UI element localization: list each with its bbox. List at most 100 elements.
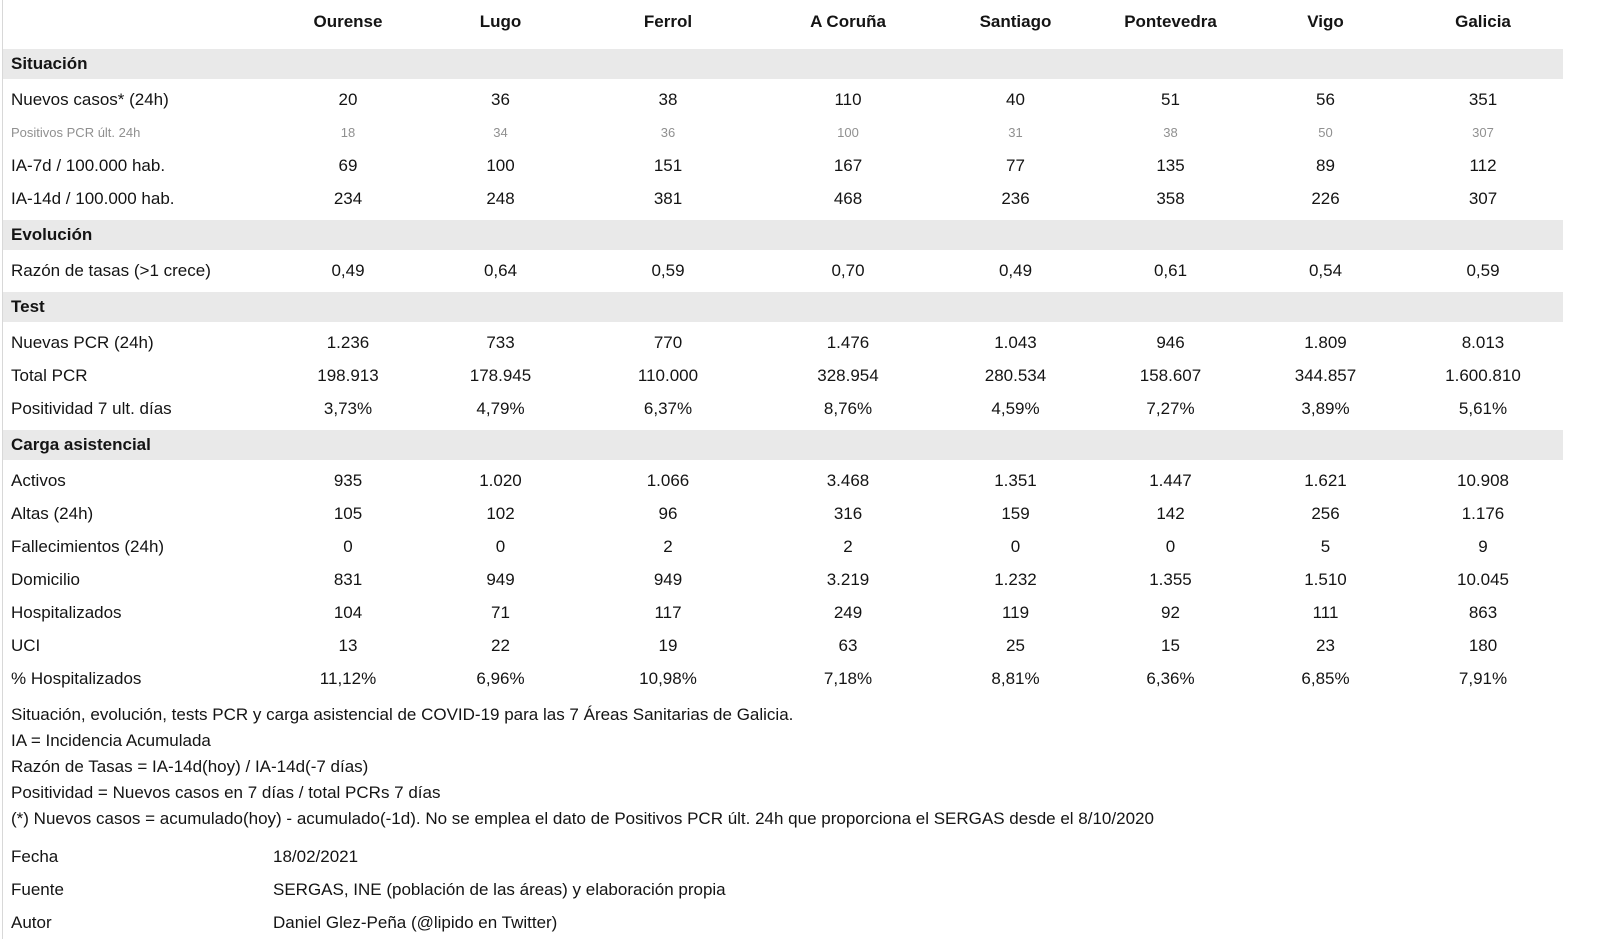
row-label: Nuevas PCR (24h) [11, 332, 154, 352]
value-cell: 949 [486, 569, 515, 589]
row-label: Hospitalizados [11, 602, 122, 622]
value-cell: 1.351 [994, 470, 1037, 490]
value-cell: 178.945 [469, 365, 532, 385]
value-cell: 316 [833, 503, 863, 523]
value-cell: 5,61% [1458, 398, 1508, 418]
value-cell: 23 [1316, 635, 1335, 655]
value-cell: 96 [658, 503, 678, 523]
value-cell: 4,79% [476, 398, 525, 418]
table-row-ia-7d-100-000-hab: IA-7d / 100.000 hab. 69 100 151 167 77 135 89 11… [3, 149, 1563, 182]
value-cell: 51 [1161, 89, 1180, 109]
value-cell: 6,85% [1301, 668, 1350, 688]
section-title: Test [3, 287, 1563, 326]
value-cell: 1.600.810 [1445, 365, 1521, 385]
value-cell: 358 [1156, 188, 1185, 208]
value-cell: 0,70 [831, 260, 865, 280]
value-cell: 15 [1161, 635, 1180, 655]
value-cell: 0,59 [1466, 260, 1500, 280]
value-cell: 7,91% [1458, 668, 1508, 688]
value-cell: 6,96% [476, 668, 525, 688]
footnotes: Situación, evolución, tests PCR y carga … [3, 702, 1600, 832]
column-header-santiago: Santiago [979, 12, 1052, 31]
health-areas-table: Ourense Lugo Ferrol A Coruña Santiago Ponteve… [3, 0, 1563, 695]
table-row-hospitalizados: % Hospitalizados 11,12% 6,96% 10,98% 7,18% 8,… [3, 662, 1563, 695]
value-cell: 63 [838, 635, 858, 655]
value-cell: 344.857 [1294, 365, 1357, 385]
row-label-header [3, 0, 273, 44]
table-row-razon-de-tasas-1-crece: Razón de tasas (>1 crece) 0,49 0,64 0,59 0,7… [3, 254, 1563, 287]
value-cell: 863 [1468, 602, 1498, 622]
row-label: Fallecimientos (24h) [11, 536, 165, 556]
value-cell: 18 [340, 125, 356, 140]
value-cell: 11,12% [319, 668, 377, 688]
value-cell: 142 [1156, 503, 1185, 523]
value-cell: 151 [653, 155, 683, 175]
value-cell: 40 [1006, 89, 1025, 109]
value-cell: 6,37% [643, 398, 693, 418]
table-row-domicilio: Domicilio 831 949 949 3.219 1.232 1.355 1.510 10… [3, 563, 1563, 596]
row-label: Positividad 7 ult. días [11, 398, 172, 418]
value-cell: 159 [1001, 503, 1030, 523]
value-cell: 0,59 [651, 260, 685, 280]
row-label: Nuevos casos* (24h) [11, 89, 169, 109]
value-cell: 13 [338, 635, 358, 655]
value-cell: 935 [333, 470, 363, 490]
value-cell: 249 [833, 602, 863, 622]
value-cell: 180 [1468, 635, 1498, 655]
value-cell: 770 [653, 332, 683, 352]
table-caption: Situación, evolución, tests PCR y carga … [11, 705, 794, 724]
autor-label: Autor [11, 912, 52, 932]
value-cell: 104 [333, 602, 363, 622]
section-row-evolucion: Evolución [3, 215, 1563, 254]
note-ia-definition: IA = Incidencia Acumulada [11, 731, 211, 750]
value-cell: 234 [333, 188, 363, 208]
value-cell: 1.621 [1304, 470, 1347, 490]
meta-row-fecha: Fecha 18/02/2021 [3, 840, 1600, 873]
column-header-a-coruna: A Coruña [810, 12, 886, 31]
value-cell: 7,18% [823, 668, 873, 688]
value-cell: 0 [343, 536, 353, 556]
value-cell: 1.355 [1149, 569, 1192, 589]
value-cell: 22 [491, 635, 510, 655]
value-cell: 1.236 [326, 332, 370, 352]
value-cell: 110 [834, 89, 862, 109]
column-header-ourense: Ourense [313, 12, 383, 31]
table-row-total-pcr: Total PCR 198.913 178.945 110.000 328.954 280… [3, 359, 1563, 392]
value-cell: 3.468 [826, 470, 870, 490]
value-cell: 831 [333, 569, 363, 589]
column-header-galicia: Galicia [1455, 12, 1511, 31]
value-cell: 69 [338, 155, 358, 175]
note-razon-tasas: Razón de Tasas = IA-14d(hoy) / IA-14d(-7… [11, 757, 369, 776]
value-cell: 110.000 [637, 365, 699, 385]
value-cell: 226 [1311, 188, 1340, 208]
value-cell: 105 [333, 503, 363, 523]
row-label: Activos [11, 470, 66, 490]
row-label: Positivos PCR últ. 24h [11, 125, 141, 140]
value-cell: 89 [1316, 155, 1335, 175]
value-cell: 2 [663, 536, 673, 556]
value-cell: 92 [1161, 602, 1180, 622]
value-cell: 1.447 [1149, 470, 1192, 490]
value-cell: 1.066 [646, 470, 690, 490]
value-cell: 3,73% [323, 398, 373, 418]
value-cell: 38 [1163, 125, 1178, 140]
table-row-altas-24h: Altas (24h) 105 102 96 316 159 142 256 1.176 [3, 497, 1563, 530]
value-cell: 3,89% [1301, 398, 1350, 418]
value-cell: 307 [1472, 125, 1494, 140]
value-cell: 468 [833, 188, 863, 208]
value-cell: 307 [1468, 188, 1498, 208]
row-label: UCI [11, 635, 41, 655]
value-cell: 56 [1316, 89, 1335, 109]
value-cell: 0,49 [331, 260, 365, 280]
value-cell: 0,49 [998, 260, 1033, 280]
value-cell: 20 [338, 89, 358, 109]
value-cell: 8.013 [1461, 332, 1505, 352]
value-cell: 10.908 [1457, 470, 1509, 490]
table-row-fallecimientos-24h: Fallecimientos (24h) 0 0 2 2 0 0 5 9 [3, 530, 1563, 563]
value-cell: 733 [486, 332, 515, 352]
value-cell: 158.607 [1139, 365, 1202, 385]
autor-value: Daniel Glez-Peña (@lipido en Twitter) [273, 912, 558, 932]
value-cell: 0,61 [1153, 260, 1188, 280]
value-cell: 77 [1006, 155, 1025, 175]
